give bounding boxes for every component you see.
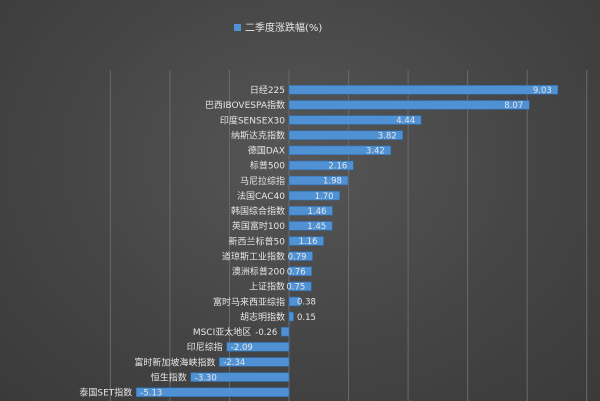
category-label: 德国DAX — [248, 145, 285, 157]
value-label: -2.34 — [223, 358, 245, 368]
bar — [288, 130, 404, 140]
bar — [288, 100, 530, 110]
legend-swatch — [234, 24, 241, 31]
bars — [135, 85, 559, 397]
value-label: 1.98 — [323, 177, 342, 187]
category-label: 韩国综合指数 — [231, 205, 285, 217]
value-label: 0.38 — [297, 298, 316, 308]
value-label: 1.70 — [315, 192, 334, 202]
bar — [288, 251, 313, 261]
bar — [135, 387, 290, 397]
category-label: 法国CAC40 — [237, 190, 285, 202]
value-label: 4.44 — [396, 116, 415, 126]
category-label: 印度SENSEX30 — [220, 114, 285, 126]
bar — [226, 342, 290, 352]
category-label: 日经225 — [250, 84, 285, 96]
bar — [190, 372, 290, 382]
value-label: 1.45 — [307, 222, 326, 232]
bar — [288, 160, 354, 171]
value-label: -3.30 — [195, 373, 217, 383]
category-label: 富时马来西亚综指 — [213, 296, 285, 308]
bar — [288, 115, 422, 125]
value-label: 0.15 — [297, 313, 316, 323]
category-label: 巴西IBOVESPA指数 — [205, 99, 285, 111]
bar — [288, 85, 559, 95]
category-label: 上证指数 — [249, 281, 285, 293]
category-label: 印尼综指 — [187, 341, 223, 353]
legend-label: 二季度涨跌幅(%) — [245, 21, 322, 34]
category-label: 富时新加坡海峡指数 — [134, 356, 215, 368]
category-label: 道琼斯工业指数 — [222, 250, 285, 262]
value-label: 0.75 — [286, 283, 305, 293]
value-label: 1.16 — [299, 237, 318, 247]
bar — [288, 145, 392, 155]
grid-lines — [109, 70, 588, 401]
bar — [288, 281, 312, 292]
value-label: 3.42 — [366, 146, 385, 156]
category-label: 纳斯达克指数 — [231, 129, 285, 141]
value-label: 0.79 — [288, 252, 307, 262]
category-label: 新西兰标普50 — [229, 235, 286, 247]
category-label: 英国富时100 — [232, 220, 285, 232]
bar — [288, 221, 333, 231]
bar — [288, 175, 349, 186]
category-label: 胡志明指数 — [240, 311, 285, 323]
legend: 二季度涨跌幅(%) — [234, 21, 322, 34]
category-label: 标普500 — [250, 160, 285, 172]
bar — [280, 327, 290, 337]
value-labels: 9.03 8.07 4.44 3.82 3.42 2.16 1.98 1.70 1.46 1.45… — [140, 86, 552, 398]
value-label: 9.03 — [533, 86, 552, 96]
value-label: 8.07 — [504, 101, 523, 111]
value-label: -2.09 — [231, 343, 253, 353]
value-label: 0.76 — [287, 267, 306, 277]
bar — [219, 357, 290, 367]
value-label: 3.82 — [378, 131, 397, 141]
category-label: 泰国SET指数 — [79, 387, 132, 399]
value-label: 1.46 — [308, 207, 327, 217]
category-label: 恒生指数 — [151, 371, 187, 383]
value-label: -5.13 — [140, 388, 162, 398]
value-label: -0.26 — [255, 328, 277, 338]
bar — [288, 311, 294, 322]
bar — [288, 206, 333, 216]
value-label: 2.16 — [328, 162, 347, 172]
category-label: 马尼拉综指 — [240, 175, 285, 187]
category-label: MSCI亚太地区 — [193, 326, 251, 338]
bar — [288, 190, 340, 201]
bar — [288, 266, 312, 276]
bar — [288, 236, 324, 246]
category-label: 澳洲标普200 — [232, 266, 285, 278]
bar — [288, 296, 301, 307]
